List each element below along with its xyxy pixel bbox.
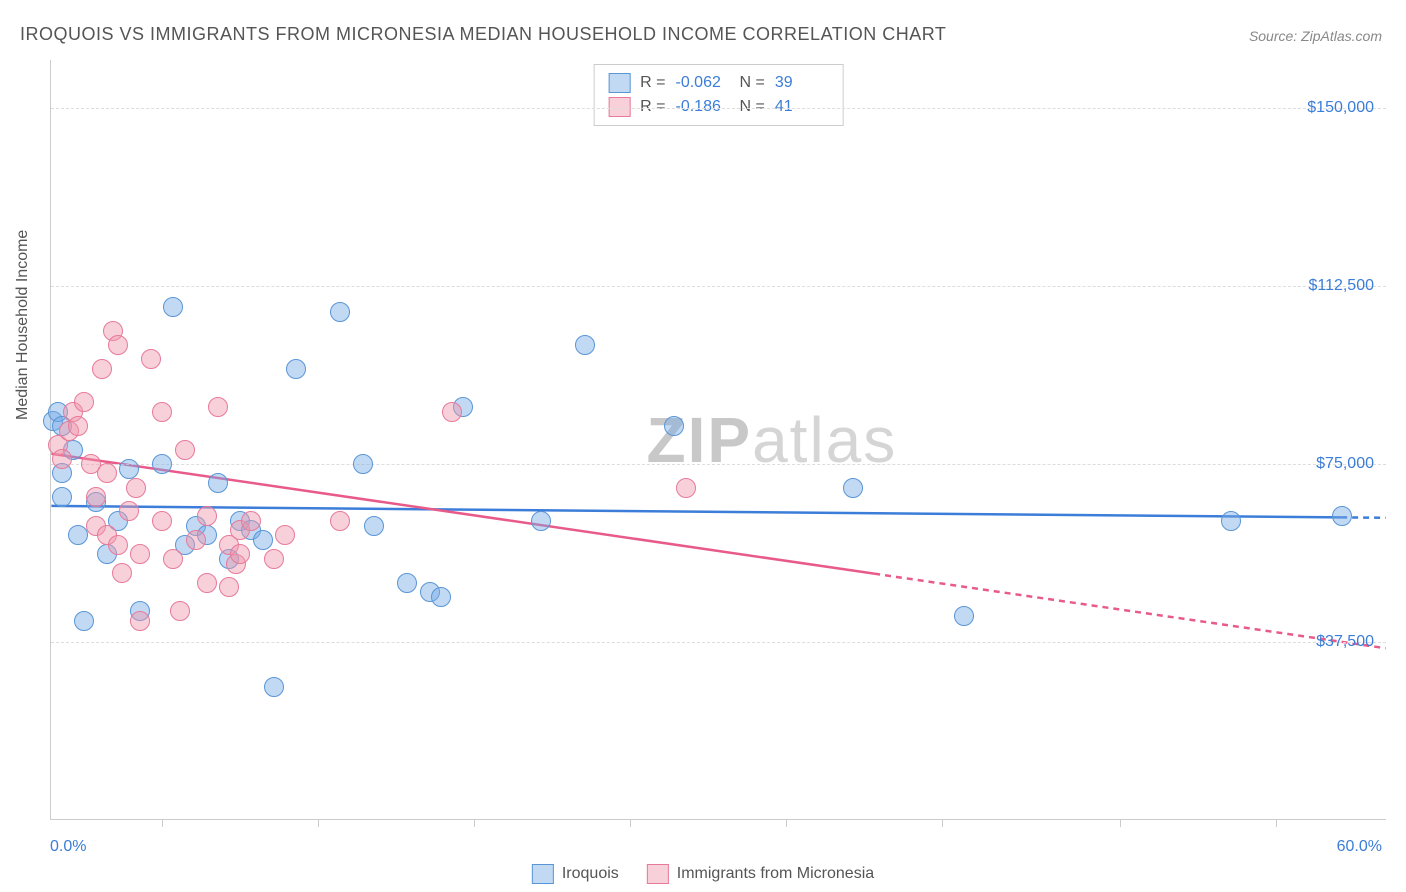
point-series2 — [119, 501, 139, 521]
bottom-legend: Iroquois Immigrants from Micronesia — [532, 864, 874, 884]
x-max-label: 60.0% — [1337, 838, 1382, 856]
point-series2 — [208, 397, 228, 417]
point-series2 — [141, 349, 161, 369]
gridline — [51, 464, 1386, 465]
point-series1 — [1332, 506, 1352, 526]
point-series2 — [97, 463, 117, 483]
point-series2 — [152, 402, 172, 422]
point-series2 — [442, 402, 462, 422]
point-series1 — [253, 530, 273, 550]
point-series1 — [397, 573, 417, 593]
y-tick-label: $112,500 — [1308, 277, 1374, 295]
x-tick — [318, 819, 319, 827]
point-series2 — [264, 549, 284, 569]
point-series1 — [353, 454, 373, 474]
point-series1 — [364, 516, 384, 536]
stats-legend: R = -0.062 N = 39 R = -0.186 N = 41 — [593, 64, 844, 126]
point-series1 — [575, 335, 595, 355]
x-tick — [786, 819, 787, 827]
chart-source: Source: ZipAtlas.com — [1249, 28, 1382, 44]
point-series1 — [1221, 511, 1241, 531]
n-label-1: N = — [740, 74, 765, 92]
point-series2 — [170, 601, 190, 621]
point-series1 — [152, 454, 172, 474]
gridline — [51, 286, 1386, 287]
point-series2 — [86, 487, 106, 507]
point-series1 — [264, 677, 284, 697]
point-series1 — [330, 302, 350, 322]
y-axis-label: Median Household Income — [14, 230, 32, 420]
point-series2 — [197, 506, 217, 526]
stats-row-1: R = -0.062 N = 39 — [608, 71, 829, 95]
watermark: ZIPatlas — [647, 403, 898, 477]
point-series1 — [119, 459, 139, 479]
chart-plot-area: ZIPatlas R = -0.062 N = 39 R = -0.186 N … — [50, 60, 1386, 820]
point-series2 — [130, 611, 150, 631]
point-series1 — [843, 478, 863, 498]
point-series2 — [219, 577, 239, 597]
point-series2 — [241, 511, 261, 531]
swatch-series1 — [608, 73, 630, 93]
y-tick-label: $37,500 — [1316, 633, 1374, 651]
point-series2 — [197, 573, 217, 593]
x-tick — [162, 819, 163, 827]
legend-label-1: Iroquois — [562, 865, 619, 883]
point-series1 — [954, 606, 974, 626]
gridline — [51, 642, 1386, 643]
point-series1 — [74, 611, 94, 631]
x-tick — [1276, 819, 1277, 827]
point-series1 — [52, 487, 72, 507]
x-min-label: 0.0% — [50, 838, 86, 856]
point-series1 — [431, 587, 451, 607]
point-series2 — [126, 478, 146, 498]
n-value-1: 39 — [775, 74, 829, 92]
point-series2 — [330, 511, 350, 531]
legend-label-2: Immigrants from Micronesia — [677, 865, 874, 883]
legend-swatch-2 — [647, 864, 669, 884]
legend-item-2: Immigrants from Micronesia — [647, 864, 874, 884]
y-tick-label: $150,000 — [1307, 99, 1374, 117]
point-series2 — [68, 416, 88, 436]
x-tick — [474, 819, 475, 827]
point-series1 — [163, 297, 183, 317]
point-series2 — [163, 549, 183, 569]
point-series2 — [52, 449, 72, 469]
point-series2 — [130, 544, 150, 564]
point-series1 — [664, 416, 684, 436]
legend-item-1: Iroquois — [532, 864, 619, 884]
point-series2 — [186, 530, 206, 550]
point-series2 — [112, 563, 132, 583]
x-tick — [630, 819, 631, 827]
point-series2 — [92, 359, 112, 379]
point-series1 — [208, 473, 228, 493]
point-series2 — [275, 525, 295, 545]
point-series1 — [531, 511, 551, 531]
point-series2 — [230, 544, 250, 564]
point-series2 — [676, 478, 696, 498]
point-series2 — [74, 392, 94, 412]
y-tick-label: $75,000 — [1316, 455, 1374, 473]
point-series1 — [68, 525, 88, 545]
point-series2 — [175, 440, 195, 460]
gridline — [51, 108, 1386, 109]
r-label-1: R = — [640, 74, 665, 92]
point-series2 — [108, 535, 128, 555]
x-tick — [1120, 819, 1121, 827]
legend-swatch-1 — [532, 864, 554, 884]
point-series1 — [286, 359, 306, 379]
point-series2 — [108, 335, 128, 355]
regression-lines — [51, 60, 1386, 819]
x-tick — [942, 819, 943, 827]
chart-title: IROQUOIS VS IMMIGRANTS FROM MICRONESIA M… — [20, 24, 946, 45]
point-series2 — [152, 511, 172, 531]
r-value-1: -0.062 — [676, 74, 730, 92]
